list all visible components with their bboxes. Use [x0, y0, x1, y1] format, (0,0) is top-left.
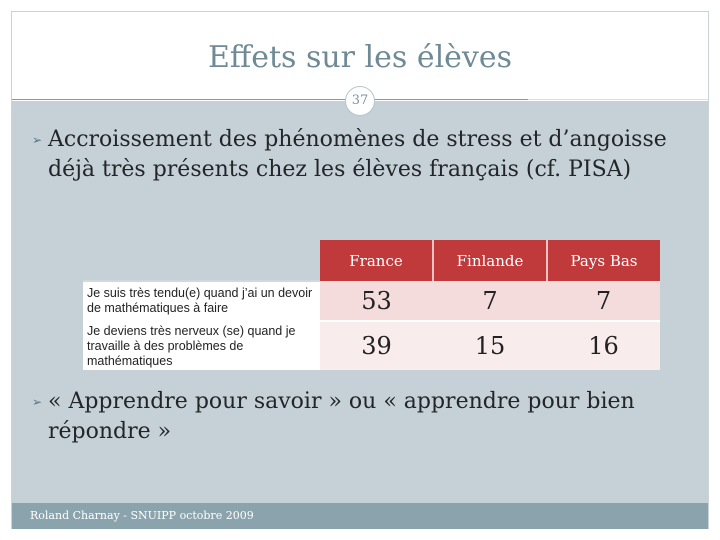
- table-header-row: France Finlande Pays Bas: [83, 240, 660, 282]
- footer-bar: [12, 503, 708, 529]
- bullet-text: Accroissement des phénomènes de stress e…: [48, 127, 667, 182]
- column-header: Pays Bas: [547, 240, 660, 281]
- table-cell: 7: [433, 281, 547, 322]
- table-cell: 39: [320, 321, 433, 370]
- bullet-item: ➢ Accroissement des phénomènes de stress…: [32, 125, 692, 185]
- slide-title: Effets sur les élèves: [207, 40, 513, 75]
- column-header: France: [320, 240, 434, 281]
- row-label: Je deviens très nerveux (se) quand je tr…: [83, 321, 320, 370]
- title-separator-right: [528, 99, 708, 100]
- column-header: Finlande: [433, 240, 548, 281]
- footer-text: Roland Charnay - SNUIPP octobre 2009: [30, 509, 254, 522]
- title-area: [12, 12, 708, 100]
- table-cell: 16: [547, 321, 660, 370]
- table-cell: 15: [433, 321, 547, 370]
- bullet-text: « Apprendre pour savoir » ou « apprendre…: [48, 389, 635, 444]
- page-number: 37: [345, 86, 375, 116]
- row-label: Je suis très tendu(e) quand j’ai un devo…: [83, 281, 320, 322]
- table-row: Je deviens très nerveux (se) quand je tr…: [83, 321, 660, 370]
- bullet-arrow-icon: ➢: [32, 133, 43, 147]
- stress-table: France Finlande Pays Bas Je suis très te…: [83, 240, 660, 370]
- title-separator: [12, 99, 528, 100]
- table-cell: 53: [320, 281, 433, 322]
- table-corner-cell: [83, 240, 320, 282]
- table-row: Je suis très tendu(e) quand j’ai un devo…: [83, 281, 660, 322]
- bullet-item: ➢ « Apprendre pour savoir » ou « apprend…: [32, 387, 702, 447]
- bullet-arrow-icon: ➢: [32, 395, 43, 409]
- table-cell: 7: [547, 281, 660, 322]
